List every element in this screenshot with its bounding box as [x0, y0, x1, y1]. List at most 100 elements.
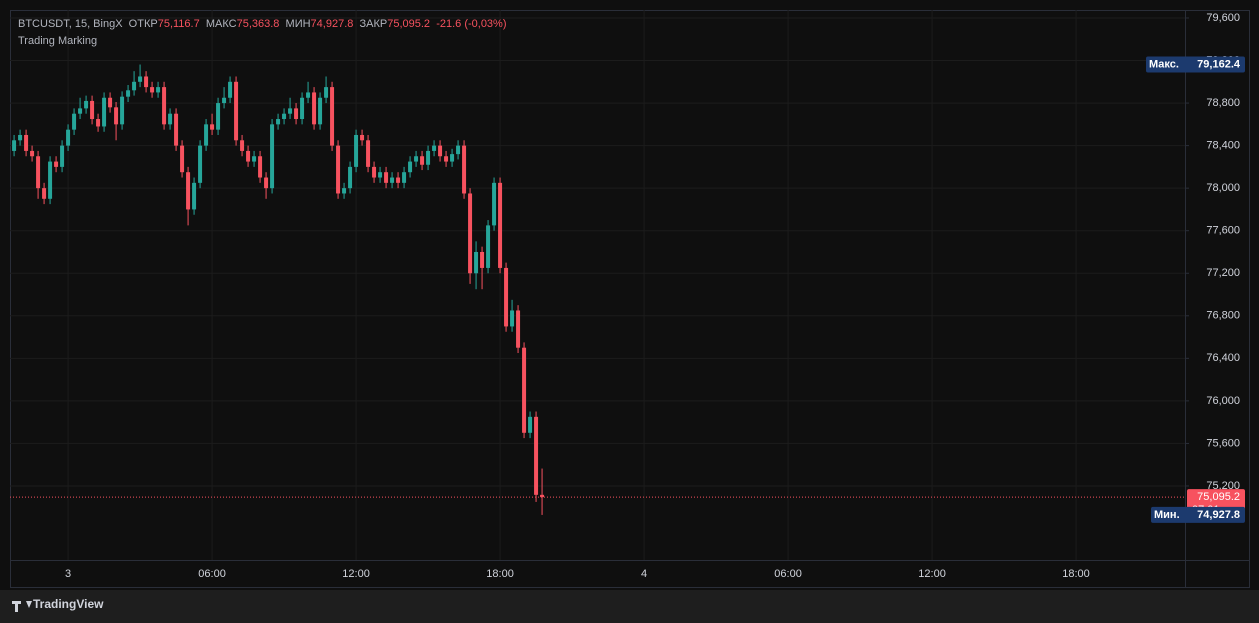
- y-tick-label: 75,200: [1206, 480, 1240, 492]
- x-tick-label: 06:00: [774, 568, 802, 580]
- candle-body: [312, 92, 317, 125]
- candle-body: [114, 107, 119, 125]
- y-tick-label: 78,400: [1206, 140, 1240, 152]
- candle-body: [528, 416, 533, 433]
- candle-body: [150, 87, 155, 93]
- ohlc-label: МИН: [285, 18, 311, 30]
- candle-body: [438, 145, 443, 157]
- candle-body: [192, 182, 197, 210]
- candle-body: [162, 87, 167, 125]
- candle-body: [408, 161, 413, 173]
- footer-bar: [0, 590, 1259, 623]
- candle-body: [216, 103, 221, 130]
- candle-body: [510, 310, 515, 327]
- candle-body: [210, 124, 215, 130]
- indicator-name: Trading Marking: [18, 35, 98, 47]
- candle-body: [420, 156, 425, 165]
- candle-body: [204, 124, 209, 146]
- y-tick-label: 77,200: [1206, 267, 1240, 279]
- candle-body: [108, 97, 113, 108]
- ohlc-value: 75,095.2: [387, 18, 431, 30]
- x-tick-label: 12:00: [918, 568, 946, 580]
- extreme-badge: [1146, 56, 1245, 73]
- candle-body: [360, 134, 365, 141]
- candle-body: [252, 156, 257, 162]
- candle-body: [522, 347, 527, 433]
- legend: BTCUSDT, 15, BingX ОТКР75,116.7 МАКС75,3…: [18, 16, 507, 50]
- y-tick-label: 78,800: [1206, 97, 1240, 109]
- candle-body: [84, 100, 89, 109]
- change: -21.6 (-0,03%): [436, 18, 507, 30]
- candle-body: [246, 150, 251, 162]
- candle-body: [234, 81, 239, 141]
- y-tick-label: 76,800: [1206, 310, 1240, 322]
- ohlc-value: 75,363.8: [236, 18, 280, 30]
- ohlc-value: 74,927.8: [310, 18, 354, 30]
- candle-body: [42, 188, 47, 199]
- extreme-name: Макс.: [1149, 58, 1179, 70]
- candle-body: [516, 310, 521, 348]
- candle-body: [90, 100, 95, 120]
- candle-body: [342, 188, 347, 194]
- candle-body: [390, 177, 395, 183]
- candle-body: [126, 90, 131, 97]
- extreme-value: 74,927.8: [1197, 509, 1240, 521]
- candle-body: [432, 145, 437, 151]
- candle-body: [480, 251, 485, 268]
- candle-body: [288, 108, 293, 114]
- x-tick-label: 18:00: [486, 568, 514, 580]
- candle-body: [180, 145, 185, 173]
- candle-body: [198, 145, 203, 183]
- ohlc-label: ЗАКР: [359, 18, 388, 30]
- candle-body: [354, 134, 359, 167]
- x-tick-label: 12:00: [342, 568, 370, 580]
- y-tick-label: 76,400: [1206, 352, 1240, 364]
- candle-body: [270, 124, 275, 189]
- candle-body: [318, 97, 323, 125]
- candle-body: [498, 182, 503, 268]
- candle-body: [384, 172, 389, 183]
- candle-body: [72, 113, 77, 130]
- candle-body: [276, 119, 281, 125]
- candle-body: [12, 140, 17, 151]
- candle-body: [60, 145, 65, 167]
- candle-body: [426, 150, 431, 165]
- candle-body: [174, 113, 179, 146]
- candle-body: [474, 251, 479, 274]
- candle-body: [30, 150, 35, 157]
- candle-body: [348, 166, 353, 189]
- candle-body: [240, 140, 245, 151]
- candle-body: [414, 156, 419, 162]
- candle-body: [96, 119, 101, 127]
- symbol: BTCUSDT, 15, BingX: [18, 18, 123, 30]
- y-tick-label: 75,600: [1206, 437, 1240, 449]
- brand: TradingView: [33, 597, 104, 611]
- candle-body: [132, 81, 137, 91]
- candle-body: [36, 156, 41, 189]
- background: [0, 0, 1259, 590]
- candle-body: [300, 97, 305, 120]
- candle-body: [24, 134, 29, 151]
- candle-body: [282, 113, 287, 120]
- ohlc-label: ОТКР: [128, 18, 158, 30]
- x-tick-label: 4: [641, 568, 647, 580]
- extreme-badge: [1151, 506, 1245, 523]
- candle-body: [396, 177, 401, 183]
- frame: [10, 10, 1250, 588]
- candle-body: [468, 193, 473, 274]
- logo: [12, 601, 32, 612]
- y-tick-label: 76,000: [1206, 395, 1240, 407]
- candle-body: [168, 113, 173, 125]
- candle-body: [102, 97, 107, 127]
- candle-body: [456, 145, 461, 155]
- y-tick-label: 77,600: [1206, 225, 1240, 237]
- y-tick-label: 79,600: [1206, 12, 1240, 24]
- candle-body: [540, 494, 545, 498]
- candle-body: [138, 76, 143, 82]
- candle-body: [336, 145, 341, 194]
- candle-body: [402, 172, 407, 183]
- candle-body: [48, 161, 53, 199]
- price-label: 75,095.2: [1197, 491, 1240, 503]
